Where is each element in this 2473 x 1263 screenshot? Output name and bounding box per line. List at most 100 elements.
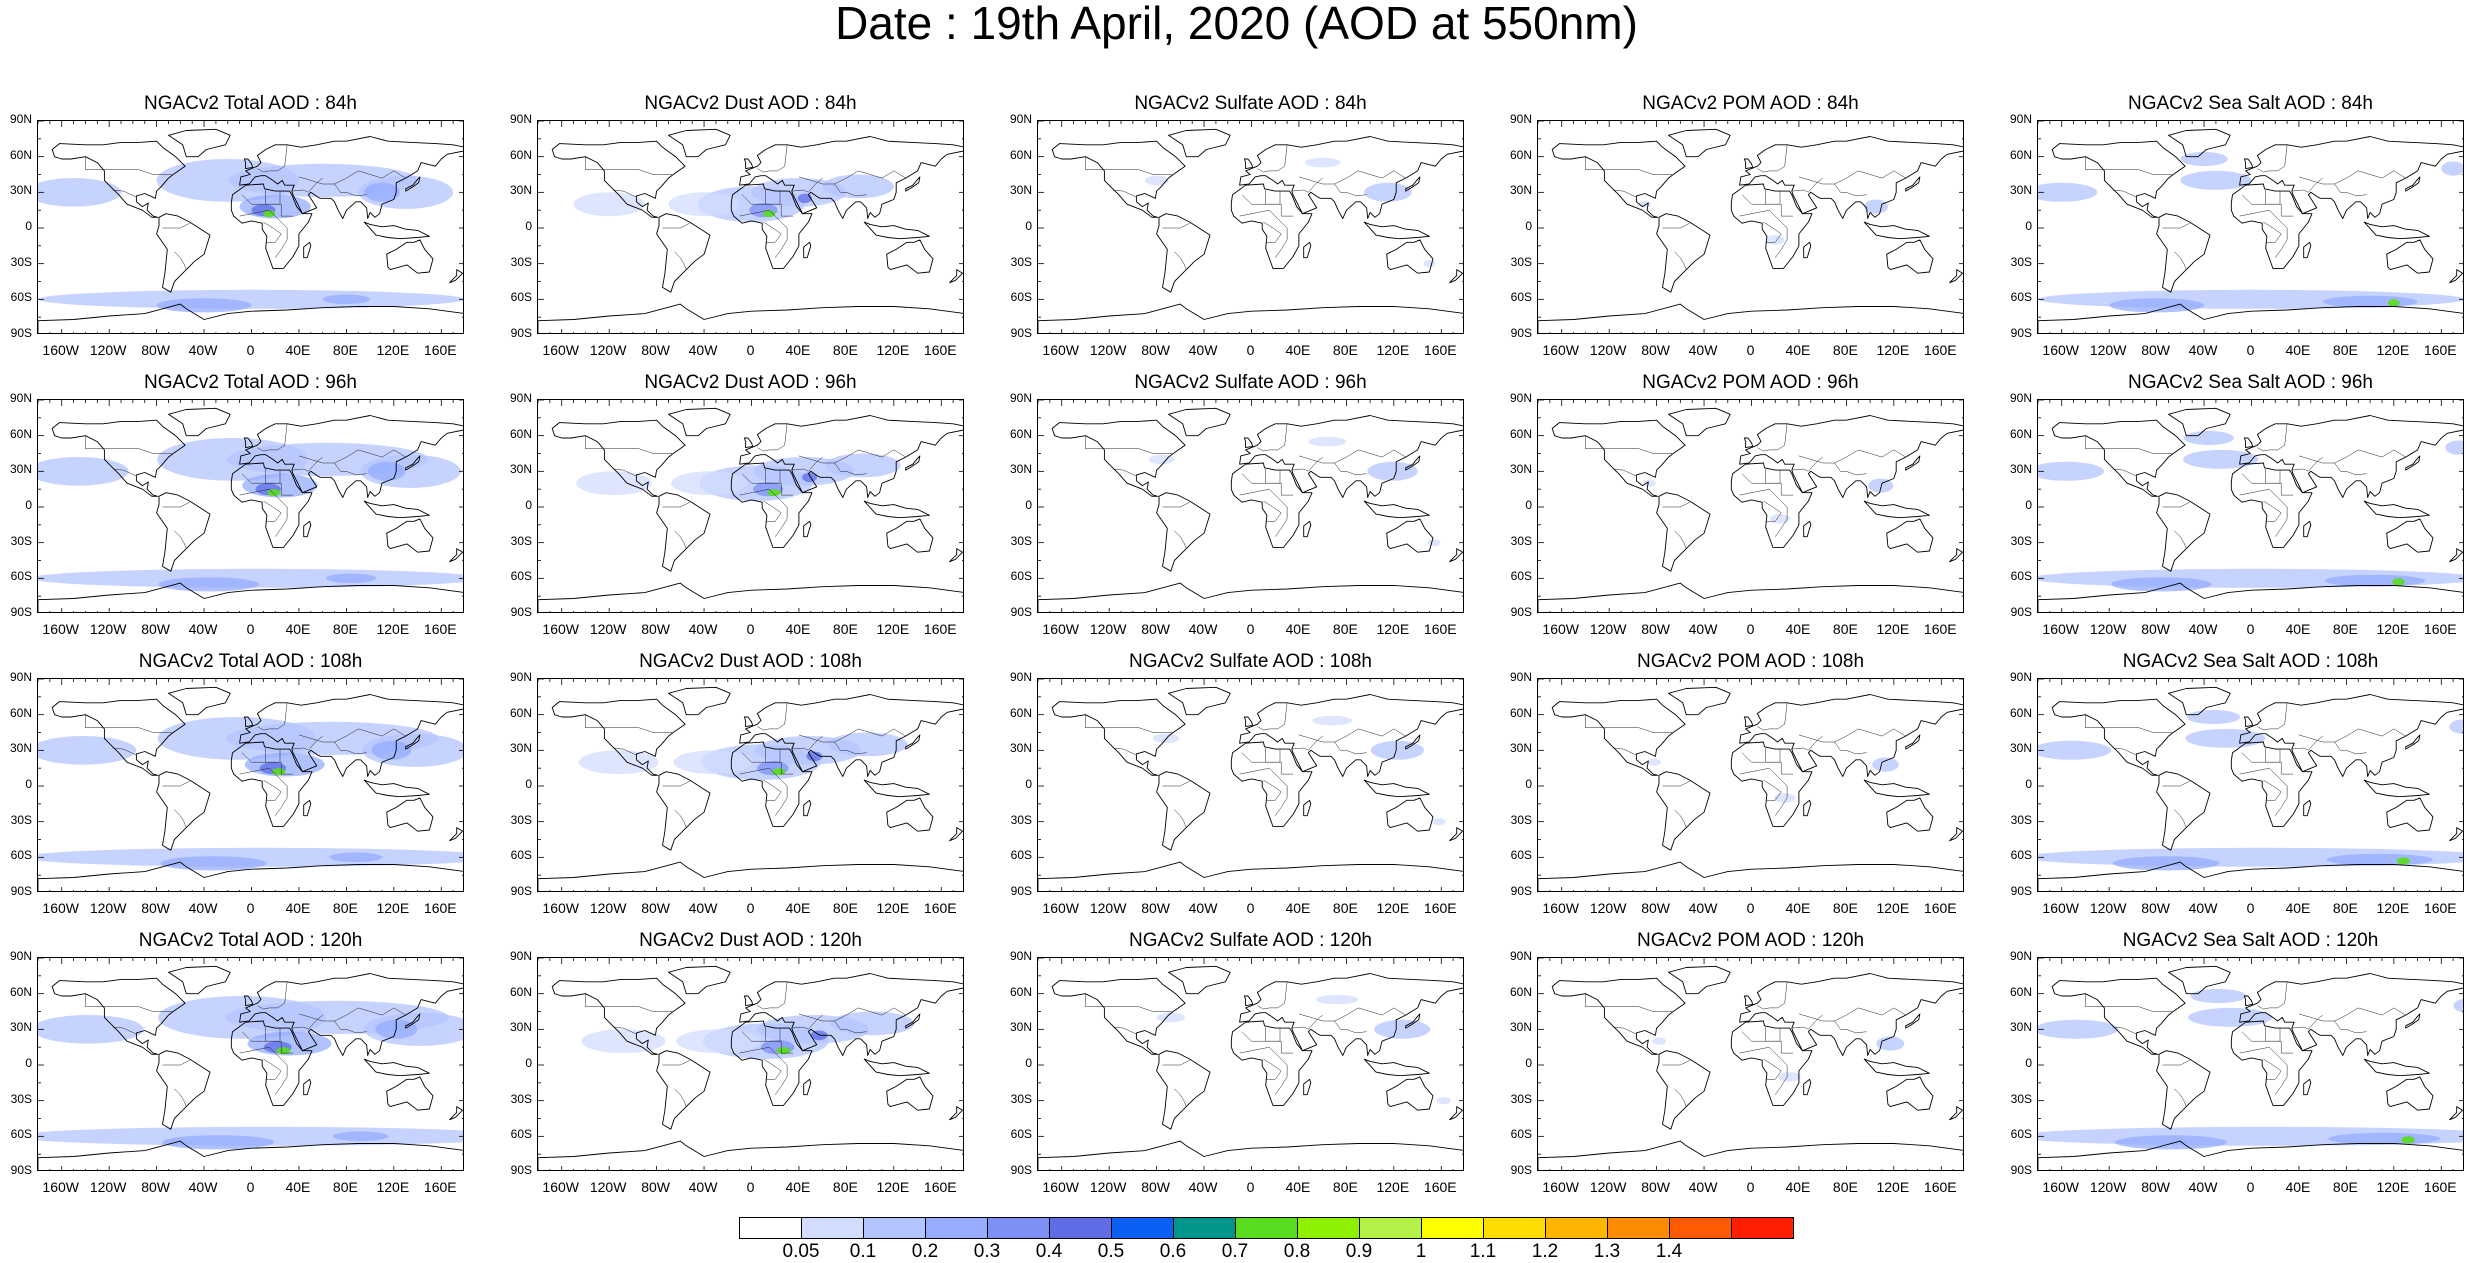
country-border — [85, 156, 172, 175]
country-border — [265, 190, 281, 205]
country-border — [334, 1020, 367, 1034]
coastline-eurasia — [239, 973, 463, 1056]
country-border — [1241, 752, 1293, 775]
coastline-indonesia — [1863, 221, 1930, 240]
colorbar-label: 0.5 — [1097, 1241, 1125, 1262]
lon-tick-label: 160W — [1542, 1179, 1579, 1195]
lat-tick-label: 30S — [10, 1091, 32, 1106]
lat-tick-label: 0 — [525, 777, 532, 791]
country-border — [1765, 190, 1781, 205]
country-border — [1757, 144, 1788, 173]
lon-tick-label: 40E — [2285, 900, 2311, 916]
lat-tick-label: 90S — [2010, 605, 2032, 619]
aod-map-total — [38, 400, 463, 612]
lon-tick-label: 40W — [688, 621, 718, 637]
country-border — [739, 488, 788, 537]
coastline-greenland — [1168, 128, 1231, 158]
lat-tick-label: 30S — [2010, 1091, 2032, 1106]
country-border — [1265, 748, 1281, 763]
lon-tick-label: 160W — [542, 1179, 579, 1195]
coastline-australia — [886, 797, 934, 832]
aod-plume — [2038, 461, 2105, 481]
coastline-southAmerica — [2156, 1050, 2211, 1130]
country-border — [1298, 449, 1406, 464]
country-border — [263, 1058, 282, 1080]
country-border — [2263, 1058, 2282, 1080]
country-border — [1798, 449, 1906, 464]
coastline-australia — [386, 239, 434, 274]
aod-plume — [1643, 479, 1656, 487]
colorbar-swatch — [1235, 1217, 1298, 1239]
colorbar-label: 1 — [1415, 1241, 1427, 1262]
country-border — [1263, 779, 1282, 801]
country-border — [2162, 222, 2190, 229]
aod-plume — [1638, 200, 1651, 208]
lon-tick-label: 160E — [923, 900, 957, 916]
panel-title-total-96h: NGACv2 Total AOD : 96h — [144, 372, 357, 393]
coastline-uk — [1743, 716, 1754, 728]
panel-title-total-120h: NGACv2 Total AOD : 120h — [138, 930, 363, 951]
coastline-africa — [2230, 462, 2313, 548]
country-border — [834, 741, 867, 755]
lon-tick-label: 160E — [2423, 900, 2457, 916]
coastline-newzealand — [1449, 269, 1463, 284]
country-border — [1239, 209, 1288, 258]
country-border — [1241, 194, 1293, 217]
panel-title-sulfate-84h: NGACv2 Sulfate AOD : 84h — [1134, 93, 1367, 114]
coastline-southAmerica — [1656, 213, 1711, 293]
country-border — [112, 468, 137, 477]
coastline-indonesia — [1363, 1058, 1430, 1077]
map-panel-pom-84h — [1537, 120, 1964, 334]
coastline-eurasia — [1239, 973, 1463, 1056]
lat-tick-label: 30S — [2010, 533, 2032, 548]
lon-tick-label: 160W — [1542, 342, 1579, 358]
country-border — [1739, 209, 1788, 258]
country-border — [112, 747, 137, 756]
lon-tick-label: 160W — [1042, 1179, 1079, 1195]
lon-tick-label: 80W — [1641, 1179, 1670, 1195]
colorbar-label: 0.8 — [1283, 1241, 1311, 1262]
lat-tick-label: 0 — [1525, 777, 1532, 791]
coastline-newzealand — [1449, 827, 1463, 842]
lat-tick-label: 30N — [9, 462, 32, 477]
lat-tick-label: 60N — [2009, 705, 2032, 720]
country-border — [662, 780, 690, 787]
panel-title-seasalt-108h: NGACv2 Sea Salt AOD : 108h — [2122, 651, 2379, 672]
lat-tick-label: 30N — [9, 741, 32, 756]
lat-tick-label: 0 — [25, 498, 32, 512]
lon-tick-label: 40E — [285, 1179, 311, 1195]
lat-tick-label: 90S — [10, 605, 32, 619]
coastline-antarctica — [538, 1140, 963, 1170]
coastline-japan — [2405, 176, 2421, 192]
lat-tick-label: 30N — [2009, 1020, 2032, 1035]
aod-plume — [272, 768, 286, 776]
aod-plume — [158, 577, 260, 592]
coastline-eurasia — [239, 694, 463, 777]
coastline-southAmerica — [656, 492, 711, 572]
lat-tick-label: 0 — [1025, 1056, 1032, 1070]
coastline-northAmerica — [1551, 140, 1686, 218]
lat-tick-label: 90N — [1509, 391, 1532, 405]
coastline-uk — [1243, 995, 1254, 1007]
country-border — [1791, 1014, 1823, 1030]
coastline-southAmerica — [656, 213, 711, 293]
coastline-antarctica — [38, 303, 463, 333]
country-border — [1757, 981, 1788, 1010]
country-border — [2239, 767, 2288, 816]
coastline-australia — [1886, 797, 1934, 832]
lat-tick-label: 0 — [2025, 1056, 2032, 1070]
coastline-africa — [2230, 1020, 2313, 1106]
country-border — [1763, 500, 1782, 522]
country-border — [1739, 767, 1788, 816]
country-border — [739, 767, 788, 816]
aod-plume — [2396, 857, 2410, 865]
country-border — [585, 993, 672, 1012]
coastline-uk — [243, 158, 254, 170]
lon-tick-label: 0 — [2246, 342, 2255, 358]
lon-tick-label: 120W — [1089, 900, 1127, 916]
panel-title-total-108h: NGACv2 Total AOD : 108h — [138, 651, 363, 672]
coastline-indonesia — [2363, 779, 2430, 798]
colorbar-swatch — [1483, 1217, 1546, 1239]
coastline-greenland — [668, 686, 731, 716]
country-border — [263, 500, 282, 522]
